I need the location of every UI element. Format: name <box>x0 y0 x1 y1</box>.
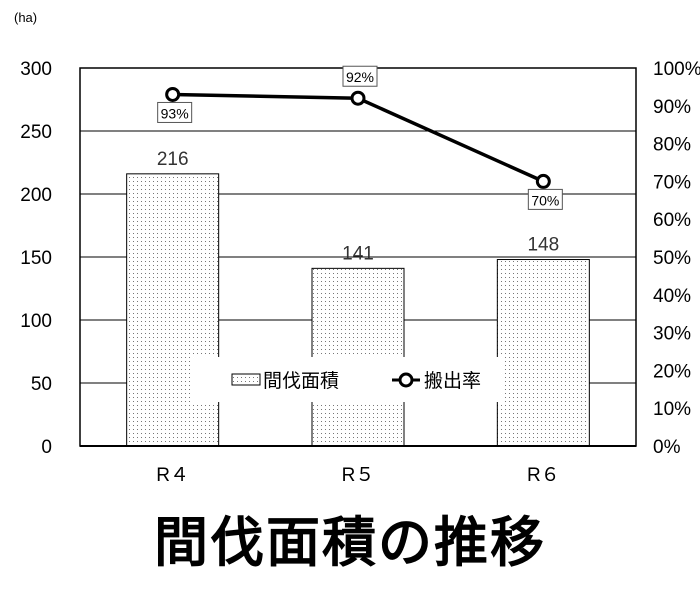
line-point <box>350 90 366 106</box>
legend-line-label: 搬出率 <box>424 370 481 392</box>
legend-bar-label: 間伐面積 <box>263 370 339 392</box>
combo-chart: (ha) 216 141 148 0 50 100 150 200 250 300 0% 10% 20… <box>14 10 700 486</box>
y-right-tick-label: 20% <box>653 361 691 382</box>
y-left-tick-label: 250 <box>20 122 52 143</box>
bar-data-label: 148 <box>527 235 559 256</box>
y-right-tick-label: 10% <box>653 399 691 420</box>
y-right-tick-label: 30% <box>653 324 691 345</box>
bar-R４ <box>126 173 220 447</box>
line-data-label: 70% <box>531 192 559 208</box>
series-line-搬出率 <box>172 92 545 183</box>
line-point <box>535 173 551 189</box>
y-right-tick-label: 40% <box>653 286 691 307</box>
line-point <box>165 86 181 102</box>
bar-R６ <box>496 259 590 447</box>
data-label-box <box>527 188 563 210</box>
legend-line-marker <box>398 372 414 388</box>
legend-bar-swatch <box>231 373 261 386</box>
x-tick-label: R５ <box>342 465 375 486</box>
y-right-tick-label: 50% <box>653 248 691 269</box>
bar-data-label: 141 <box>342 243 374 264</box>
x-tick-label: R６ <box>527 465 560 486</box>
x-tick-label: R４ <box>156 465 189 486</box>
y-left-tick-label: 200 <box>20 185 52 206</box>
y-unit-label: (ha) <box>14 10 37 25</box>
y-right-tick-label: 80% <box>653 135 691 156</box>
y-left-tick-label: 0 <box>41 437 52 458</box>
bar-data-label: 216 <box>157 149 189 170</box>
legend: 間伐面積 搬出率 <box>190 357 502 402</box>
line-data-label: 92% <box>346 69 374 85</box>
y-left-tick-label: 50 <box>31 374 52 395</box>
y-right-tick-label: 0% <box>653 437 681 458</box>
y-left-tick-label: 300 <box>20 59 52 80</box>
chart-title: 間伐面積の推移 <box>154 511 546 574</box>
line-data-label: 93% <box>161 105 189 121</box>
y-right-tick-label: 90% <box>653 97 691 118</box>
y-right-tick-label: 100% <box>653 59 700 80</box>
y-right-tick-label: 70% <box>653 172 691 193</box>
y-left-tick-label: 150 <box>20 248 52 269</box>
y-right-tick-label: 60% <box>653 210 691 231</box>
data-label-box <box>157 101 193 123</box>
y-left-tick-label: 100 <box>20 311 52 332</box>
data-label-box <box>342 65 378 87</box>
